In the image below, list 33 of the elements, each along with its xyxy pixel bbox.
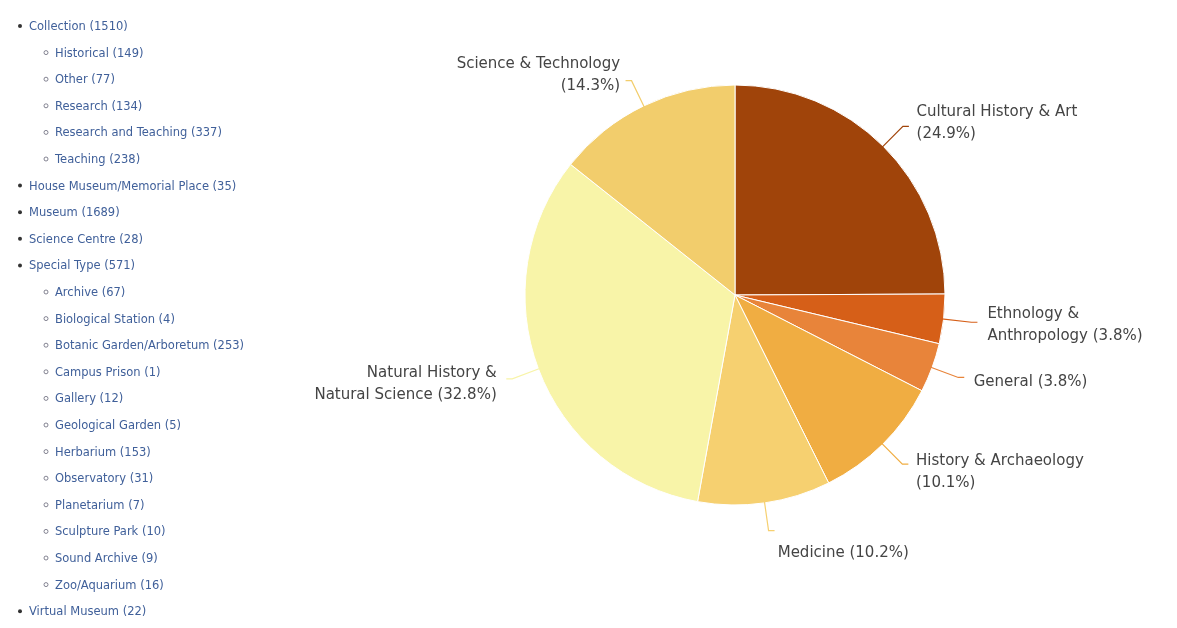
- data-label: (10.1%): [915, 472, 976, 491]
- data-label: (24.9%): [916, 123, 976, 142]
- text: Collection (1510): [29, 19, 128, 33]
- slice-label: Ethnology & Anthropology (3.8%): [987, 304, 1143, 345]
- text: House Museum/Memorial Place (35): [29, 178, 237, 193]
- text: Zoo/Aquarium (16): [55, 577, 164, 592]
- text: Botanic Garden/Arboretum (253): [55, 338, 245, 353]
- text: Other (77): [55, 72, 115, 87]
- text: Research (134): [55, 98, 143, 113]
- data-label: (14.3%): [560, 76, 621, 95]
- text: Museum (1689): [29, 205, 120, 220]
- text: Research and Teaching (337): [55, 125, 222, 140]
- text: Special Type (571): [29, 258, 136, 273]
- text: Science Centre (28): [29, 231, 143, 246]
- text: Geological Garden (5): [55, 418, 182, 432]
- slice-label: Medicine (10.2%): [777, 542, 909, 561]
- text: Observatory (31): [55, 471, 154, 486]
- text: Sound Archive (9): [55, 551, 158, 565]
- text: Sculpture Park (10): [55, 524, 166, 539]
- slice-label: General (3.8%): [973, 372, 1088, 391]
- text: Biological Station (4): [55, 311, 175, 326]
- text: Planetarium (7): [55, 497, 145, 512]
- slice-label: Cultural History & Art: [916, 101, 1078, 120]
- slice-label: History & Archaeology: [915, 450, 1084, 469]
- slice-label: Natural History & Natural Science (32.8%): [314, 362, 498, 403]
- text: Herbarium (153): [55, 444, 151, 459]
- text: Teaching (238): [55, 152, 141, 166]
- text: Archive (67): [55, 285, 126, 299]
- text: Gallery (12): [55, 391, 124, 406]
- slice-label: Science & Technology: [456, 54, 621, 73]
- text: Historical (149): [55, 45, 144, 60]
- text: Campus Prison (1): [55, 364, 161, 379]
- text: Virtual Museum (22): [29, 604, 147, 619]
